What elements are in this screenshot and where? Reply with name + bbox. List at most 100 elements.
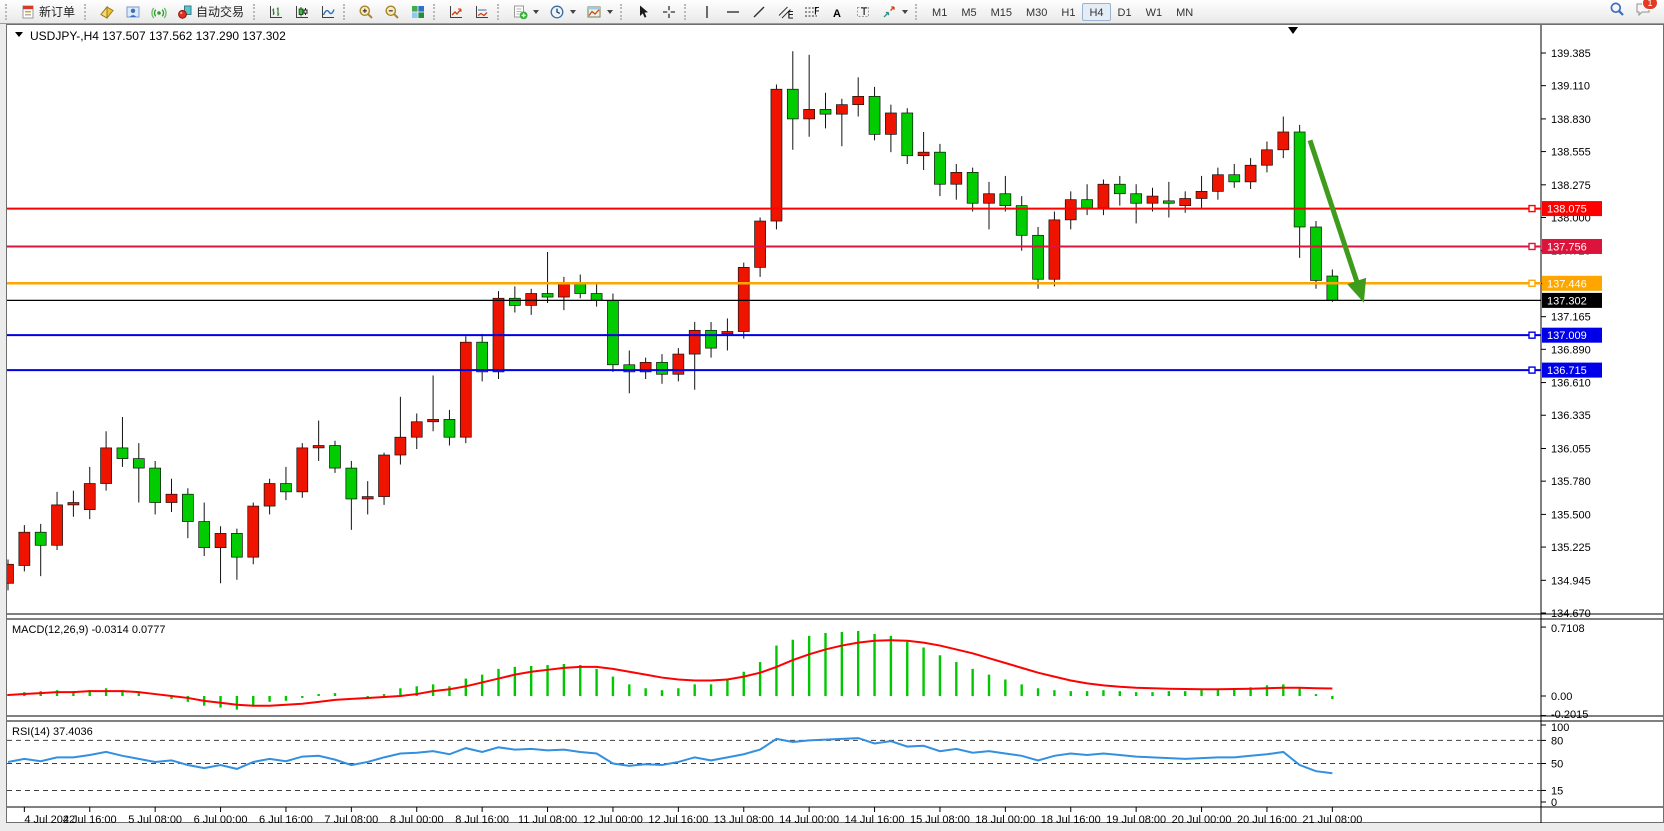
fibonacci-button[interactable]: F xyxy=(799,2,823,22)
time-axis-label: 6 Jul 16:00 xyxy=(259,814,313,824)
crosshair-button[interactable] xyxy=(657,2,681,22)
candle xyxy=(835,104,848,115)
chart-window-border xyxy=(6,24,1664,823)
candle xyxy=(607,300,619,366)
timeframe-m1-button[interactable]: M1 xyxy=(925,3,954,21)
chat-button[interactable]: 1 xyxy=(1635,0,1658,22)
chart-line-button[interactable] xyxy=(316,2,340,22)
templates-button[interactable] xyxy=(582,2,617,22)
cursor-button[interactable] xyxy=(631,2,655,22)
candle xyxy=(885,112,897,135)
label-icon: T xyxy=(857,6,870,18)
candle xyxy=(1113,183,1126,195)
indicator-windows-button[interactable] xyxy=(470,2,494,22)
new-order-label: 新订单 xyxy=(39,5,76,19)
chart-bars-button[interactable] xyxy=(264,2,288,22)
time-axis-label: 20 Jul 00:00 xyxy=(1172,814,1232,824)
candle xyxy=(329,445,341,469)
time-axis-label: 13 Jul 08:00 xyxy=(714,814,774,824)
trend-arrow-annotation[interactable] xyxy=(1307,139,1367,303)
chart-candles-button[interactable] xyxy=(290,2,314,22)
candle xyxy=(214,533,227,549)
trendline-icon xyxy=(753,6,765,17)
price-axis-label: 138.555 xyxy=(1551,147,1591,159)
candle xyxy=(917,151,930,157)
main-toolbar: 新订单 自动交易 E F A T M1 M5 M15 M30 H1 H4 D1 W1 MN 1 xyxy=(0,0,1664,24)
text-label-button[interactable]: T xyxy=(851,2,875,22)
chart-collapse-icon[interactable] xyxy=(15,32,23,37)
navigator-icon xyxy=(126,6,140,17)
equidistant-channel-button[interactable]: E xyxy=(773,2,797,22)
timeframe-d1-button[interactable]: D1 xyxy=(1111,3,1139,21)
signals-button[interactable] xyxy=(147,2,171,22)
timeframe-mn-button[interactable]: MN xyxy=(1169,3,1200,21)
candle xyxy=(786,88,799,120)
candle xyxy=(18,531,31,566)
search-icon xyxy=(1610,2,1624,16)
price-badge xyxy=(1542,275,1602,291)
horizontal-line-button[interactable] xyxy=(721,2,745,22)
dropdown-caret-icon xyxy=(607,9,614,14)
periods-button[interactable] xyxy=(545,2,580,22)
timeframe-m30-button[interactable]: M30 xyxy=(1019,3,1054,21)
price-badge xyxy=(1542,362,1602,378)
auto-trading-button[interactable]: 自动交易 xyxy=(173,2,250,22)
macd-label: MACD(12,26,9) -0.0314 0.0777 xyxy=(12,624,165,636)
price-badge-label: 137.446 xyxy=(1547,278,1587,290)
candle xyxy=(590,293,603,301)
toolbar-grip xyxy=(915,3,921,20)
price-badge xyxy=(1542,201,1602,217)
toolbar-grip xyxy=(5,3,11,20)
timeframe-w1-button[interactable]: W1 xyxy=(1139,3,1170,21)
candle xyxy=(1179,198,1192,206)
vertical-line-button[interactable] xyxy=(695,2,719,22)
hline-handle[interactable] xyxy=(1528,279,1536,287)
indicators-button[interactable] xyxy=(444,2,468,22)
hline-handle[interactable] xyxy=(1528,242,1536,251)
add-indicator-button[interactable] xyxy=(508,2,543,22)
time-axis-label: 19 Jul 08:00 xyxy=(1106,814,1166,824)
price-axis-label: 136.610 xyxy=(1551,378,1591,390)
macd-axis-label: 0.00 xyxy=(1551,691,1572,703)
new-order-button[interactable]: 新订单 xyxy=(16,2,81,22)
zoom-in-button[interactable] xyxy=(354,2,378,22)
timeframe-m15-button[interactable]: M15 xyxy=(984,3,1019,21)
text-button[interactable]: A xyxy=(825,2,849,22)
candle xyxy=(1032,234,1044,280)
price-axis-label: 139.110 xyxy=(1551,81,1590,93)
timeframe-h4-button[interactable]: H4 xyxy=(1082,2,1111,21)
chart-shift-marker[interactable] xyxy=(1288,27,1298,34)
search-button[interactable] xyxy=(1609,1,1625,22)
candle xyxy=(999,193,1012,206)
candle xyxy=(410,421,423,438)
candle xyxy=(623,364,636,373)
price-axis-label: 138.275 xyxy=(1551,180,1591,192)
tile-windows-button[interactable] xyxy=(406,2,430,22)
navigator-button[interactable] xyxy=(121,2,145,22)
time-axis-label: 18 Jul 16:00 xyxy=(1041,814,1101,824)
vline-icon xyxy=(706,5,708,18)
dropdown-caret-icon xyxy=(570,9,577,14)
candle xyxy=(966,172,979,204)
toolbar-grip xyxy=(253,3,259,20)
trendline-button[interactable] xyxy=(747,2,771,22)
price-badge-label: 137.009 xyxy=(1547,330,1587,342)
market-watch-button[interactable] xyxy=(95,2,119,22)
hline-handle[interactable] xyxy=(1528,331,1536,339)
candle xyxy=(737,267,750,332)
time-axis-label: 11 Jul 08:00 xyxy=(518,814,577,824)
timeframe-m5-button[interactable]: M5 xyxy=(954,3,983,21)
candle xyxy=(83,483,96,511)
candle xyxy=(1064,199,1077,221)
hline-handle[interactable] xyxy=(1528,366,1536,374)
candle xyxy=(345,467,358,500)
dropdown-caret-icon xyxy=(902,9,909,14)
zoom-out-button[interactable] xyxy=(380,2,404,22)
market-watch-icon xyxy=(100,5,114,19)
price-badge-label: 137.302 xyxy=(1547,295,1587,307)
timeframe-h1-button[interactable]: H1 xyxy=(1054,3,1082,21)
arrows-button[interactable] xyxy=(877,2,912,22)
hline-handle[interactable] xyxy=(1528,204,1536,213)
candle xyxy=(852,95,865,106)
price-badge-label: 138.075 xyxy=(1547,204,1587,216)
